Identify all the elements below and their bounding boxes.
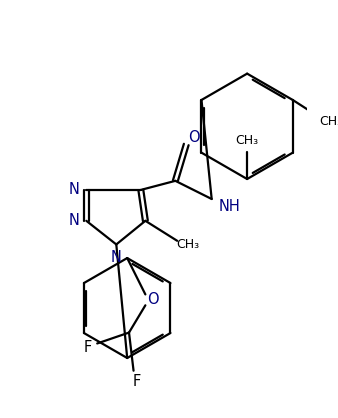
Text: N: N (68, 213, 79, 228)
Text: CH₃: CH₃ (236, 134, 259, 148)
Text: F: F (133, 374, 141, 389)
Text: NH: NH (219, 199, 241, 214)
Text: N: N (68, 182, 79, 197)
Text: F: F (84, 339, 92, 354)
Text: O: O (188, 130, 199, 145)
Text: CH₃: CH₃ (319, 115, 338, 128)
Text: CH₃: CH₃ (176, 238, 200, 251)
Text: O: O (147, 292, 159, 307)
Text: N: N (111, 250, 122, 265)
